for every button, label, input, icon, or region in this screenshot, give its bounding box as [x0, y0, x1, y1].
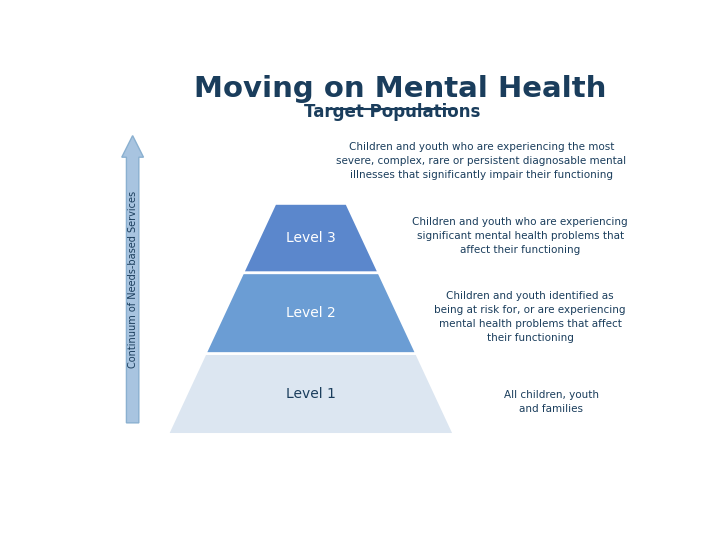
Polygon shape	[122, 136, 143, 423]
Text: Children and youth who are experiencing the most
severe, complex, rare or persis: Children and youth who are experiencing …	[336, 142, 626, 180]
Text: Continuum of Needs-based Services: Continuum of Needs-based Services	[127, 191, 138, 368]
Text: Level 2: Level 2	[286, 306, 336, 320]
Text: Level 1: Level 1	[286, 387, 336, 401]
Text: Target Populations: Target Populations	[304, 103, 480, 122]
Polygon shape	[243, 204, 379, 273]
Text: Level 3: Level 3	[286, 231, 336, 245]
Text: All children, youth
and families: All children, youth and families	[503, 390, 598, 414]
Text: Children and youth who are experiencing
significant mental health problems that
: Children and youth who are experiencing …	[413, 217, 628, 255]
Text: Moving on Mental Health: Moving on Mental Health	[194, 75, 606, 103]
Polygon shape	[168, 354, 454, 434]
Text: Level 4: Level 4	[286, 119, 336, 133]
Polygon shape	[205, 273, 417, 354]
Text: Children and youth identified as
being at risk for, or are experiencing
mental h: Children and youth identified as being a…	[434, 292, 626, 343]
